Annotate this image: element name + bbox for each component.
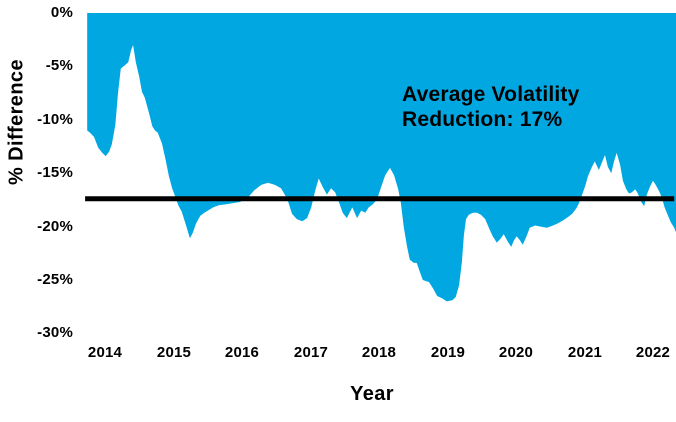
- x-tick-2018: 2018: [361, 344, 397, 361]
- x-tick-2014: 2014: [87, 344, 123, 361]
- annotation-line-1: Average Volatility: [402, 83, 580, 106]
- x-tick-2020: 2020: [498, 344, 534, 361]
- y-tick--25: -25%: [37, 271, 73, 288]
- average-volatility-annotation: Average Volatility Reduction: 17%: [402, 82, 580, 132]
- x-axis-title: Year: [350, 383, 394, 405]
- x-tick-2017: 2017: [293, 344, 329, 361]
- x-tick-2022: 2022: [635, 344, 671, 361]
- x-tick-2015: 2015: [156, 344, 192, 361]
- y-tick--20: -20%: [37, 218, 73, 235]
- y-tick-0: 0%: [50, 4, 73, 21]
- y-tick--30: -30%: [37, 324, 73, 341]
- x-tick-2021: 2021: [567, 344, 603, 361]
- volatility-difference-area: [87, 13, 676, 302]
- annotation-line-2: Reduction: 17%: [402, 108, 563, 131]
- y-tick--5: -5%: [45, 57, 73, 74]
- x-tick-2016: 2016: [224, 344, 260, 361]
- y-tick--15: -15%: [37, 164, 73, 181]
- x-tick-2019: 2019: [430, 344, 466, 361]
- y-tick--10: -10%: [37, 111, 73, 128]
